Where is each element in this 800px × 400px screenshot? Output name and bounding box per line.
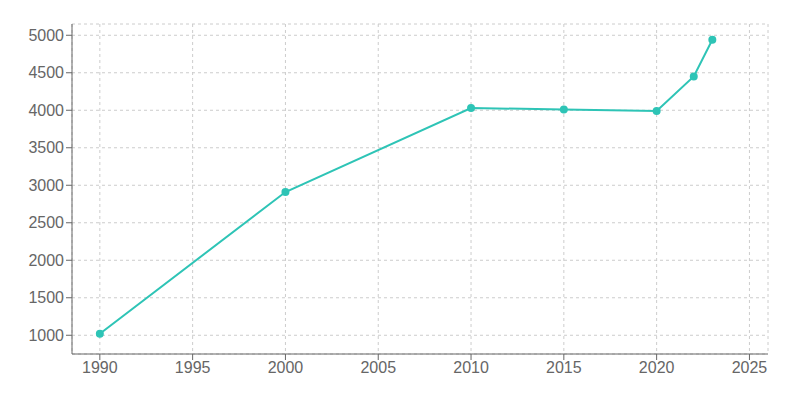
svg-text:2000: 2000 bbox=[28, 252, 64, 269]
svg-text:2500: 2500 bbox=[28, 214, 64, 231]
svg-text:2015: 2015 bbox=[546, 359, 582, 376]
svg-text:2020: 2020 bbox=[639, 359, 675, 376]
svg-text:1500: 1500 bbox=[28, 289, 64, 306]
svg-text:5000: 5000 bbox=[28, 27, 64, 44]
svg-text:3000: 3000 bbox=[28, 177, 64, 194]
svg-text:3500: 3500 bbox=[28, 139, 64, 156]
svg-text:1990: 1990 bbox=[82, 359, 118, 376]
svg-text:4500: 4500 bbox=[28, 64, 64, 81]
svg-text:2005: 2005 bbox=[360, 359, 396, 376]
svg-text:1000: 1000 bbox=[28, 327, 64, 344]
svg-text:2000: 2000 bbox=[268, 359, 304, 376]
svg-text:2025: 2025 bbox=[732, 359, 768, 376]
svg-text:4000: 4000 bbox=[28, 102, 64, 119]
svg-text:2010: 2010 bbox=[453, 359, 489, 376]
svg-text:1995: 1995 bbox=[175, 359, 211, 376]
